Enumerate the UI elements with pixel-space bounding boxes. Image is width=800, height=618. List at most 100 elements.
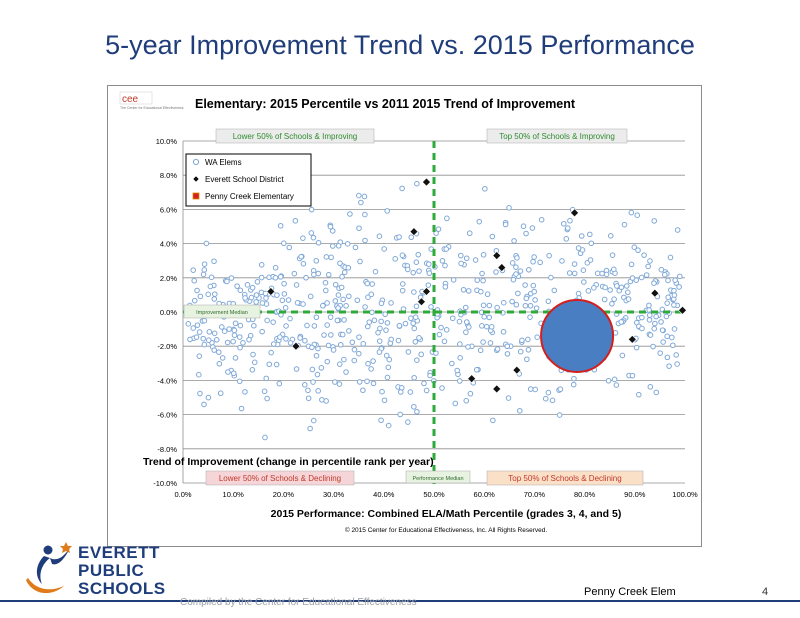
wa-elem-dot [253, 299, 259, 305]
wa-elem-dot [591, 285, 597, 291]
wa-elem-dot [213, 336, 220, 343]
wa-elem-dot [525, 336, 531, 343]
wa-elem-dot [349, 339, 356, 346]
wa-elem-dot [414, 180, 420, 187]
legend-wa-elems: WA Elems [205, 158, 242, 167]
wa-elem-dot [362, 304, 368, 310]
wa-elem-dot [639, 325, 645, 332]
wa-elem-dot [232, 320, 239, 327]
footer-page-number: 4 [762, 586, 769, 598]
wa-elem-dot [332, 379, 338, 385]
wa-elem-dot [479, 323, 485, 329]
wa-elem-dot [525, 346, 532, 353]
wa-elem-dot [613, 382, 620, 388]
wa-elem-dot [538, 216, 545, 223]
wa-elem-dot [356, 192, 362, 199]
wa-elem-dot [546, 252, 552, 259]
wa-elem-dot [268, 349, 274, 356]
wa-elem-dot [341, 317, 347, 323]
wa-elem-dot [251, 322, 257, 329]
wa-elem-dot [436, 331, 443, 338]
wa-elem-dot [308, 206, 315, 213]
wa-elem-dot [226, 326, 232, 332]
wa-elem-dot [634, 212, 641, 218]
wa-elem-dot [395, 337, 402, 344]
wa-elem-dot [385, 364, 392, 371]
wa-elem-dot [586, 231, 593, 238]
wa-elem-dot [673, 352, 679, 358]
wa-elem-dot [556, 412, 563, 418]
wa-elem-dot [381, 246, 388, 252]
wa-elem-dot [311, 271, 317, 278]
wa-elem-dot [211, 296, 218, 302]
wa-elem-dot [230, 370, 237, 377]
wa-elem-dot [335, 305, 341, 311]
wa-elem-dot [671, 302, 677, 308]
wa-elem-dot [607, 287, 613, 293]
wa-elem-dot [397, 411, 403, 418]
x-tick-label: 60.0% [474, 490, 496, 499]
wa-elem-dot [323, 254, 330, 260]
wa-elem-dot [570, 381, 577, 388]
logo-line-2: PUBLIC [78, 561, 145, 580]
wa-elem-dot [341, 269, 348, 276]
wa-elem-dot [254, 279, 261, 285]
wa-elem-dot [234, 283, 240, 289]
cee-tagline: The Center for Educational Effectiveness [120, 106, 184, 110]
wa-elem-dot [253, 292, 260, 298]
wa-elem-dot [383, 327, 389, 333]
wa-elem-dot [262, 434, 268, 441]
wa-elem-dot [362, 211, 368, 218]
wa-elem-dot [197, 390, 203, 397]
wa-elem-dot [531, 254, 537, 260]
wa-elem-dot [372, 268, 379, 275]
wa-elem-dot [532, 297, 538, 303]
wa-elem-dot [676, 273, 683, 280]
legend-square-icon [192, 192, 200, 200]
wa-elem-dot [343, 369, 349, 375]
wa-elem-dot [423, 387, 430, 394]
wa-elem-dot [478, 288, 484, 295]
chart-legend: WA Elems Everett School District Penny C… [185, 153, 312, 207]
wa-elem-dot [314, 371, 321, 378]
district-point [422, 177, 431, 187]
wa-elem-dot [531, 288, 538, 295]
wa-elem-dot [272, 275, 279, 281]
wa-elem-dot [237, 287, 244, 294]
chart-copyright: © 2015 Center for Educational Effectiven… [345, 526, 547, 534]
wa-elem-dot [300, 261, 307, 267]
wa-elem-dot [505, 395, 512, 401]
wa-elem-dot [196, 353, 203, 359]
district-point [497, 263, 507, 272]
wa-elem-dot [328, 254, 334, 261]
wa-elem-dot [415, 251, 422, 258]
wa-elem-dot [280, 240, 287, 247]
wa-elem-dot [410, 269, 417, 276]
wa-elem-dot [334, 317, 341, 324]
x-axis-label: 2015 Performance: Combined ELA/Math Perc… [271, 508, 622, 520]
wa-elem-dot [522, 282, 528, 288]
wa-elem-dot [356, 379, 363, 385]
wa-elem-dot [216, 360, 223, 367]
wa-elem-dot [343, 303, 349, 309]
wa-elem-dot [413, 303, 420, 310]
wa-elem-dot [580, 279, 587, 285]
wa-elem-dot [211, 347, 218, 353]
y-tick-label: 4.0% [160, 240, 177, 249]
wa-elem-dot [336, 361, 343, 367]
wa-elem-dot [218, 324, 225, 330]
wa-elem-dot [624, 289, 631, 296]
wa-elem-dot [614, 283, 620, 289]
wa-elem-dot [282, 305, 289, 311]
wa-elem-dot [408, 315, 414, 322]
wa-elem-dot [635, 247, 641, 254]
wa-elem-dot [346, 293, 352, 300]
x-tick-label: 80.0% [574, 490, 596, 499]
wa-elem-dot [351, 357, 358, 364]
wa-elem-dot [193, 334, 200, 340]
wa-elem-dot [500, 299, 507, 306]
wa-elem-dot [230, 338, 236, 345]
wa-elem-dot [231, 327, 238, 334]
wa-elem-dot [607, 233, 614, 239]
wa-elem-dot [506, 205, 512, 211]
